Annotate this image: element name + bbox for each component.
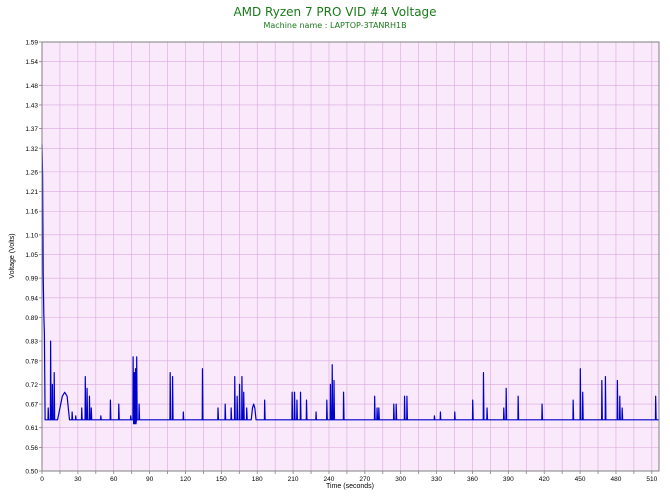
y-axis-label: Voltage (Volts) <box>9 233 16 278</box>
y-axis: 0.50 0.56 0.61 0.67 0.72 0.78 0.83 0.89 0.94 0.99… <box>25 40 42 476</box>
x-tick-label: 270 <box>359 476 370 483</box>
plot-area <box>42 42 659 471</box>
y-tick-label: 0.78 <box>25 358 38 365</box>
x-tick-label: 240 <box>324 476 335 483</box>
series-line-voltage <box>41 144 659 425</box>
x-tick-label: 480 <box>611 476 622 483</box>
y-tick-label: 0.94 <box>25 295 38 302</box>
y-tick-label: 1.16 <box>25 209 38 216</box>
x-axis: 0 30 60 90 120 150 180 210 240 270 300 330 360 390 420… <box>40 471 658 483</box>
x-tick-label: 300 <box>395 476 406 483</box>
y-tick-label: 0.67 <box>25 402 38 409</box>
y-tick-label: 0.56 <box>25 445 38 452</box>
y-tick-label: 1.10 <box>25 232 38 239</box>
y-tick-label: 1.21 <box>25 189 38 196</box>
y-tick-label: 1.59 <box>25 40 38 47</box>
y-tick-label: 1.05 <box>25 252 38 259</box>
y-tick-label: 1.32 <box>25 146 38 153</box>
y-tick-label: 1.54 <box>25 59 38 66</box>
chart-title: AMD Ryzen 7 PRO VID #4 Voltage <box>233 5 437 19</box>
x-tick-label: 360 <box>467 476 478 483</box>
x-tick-label: 120 <box>180 476 191 483</box>
y-tick-label: 1.48 <box>25 83 38 90</box>
x-tick-label: 150 <box>216 476 227 483</box>
x-tick-label: 90 <box>146 476 154 483</box>
y-tick-label: 0.99 <box>25 276 38 283</box>
x-tick-label: 330 <box>431 476 442 483</box>
x-tick-label: 0 <box>40 476 44 483</box>
y-tick-label: 0.61 <box>25 425 38 432</box>
y-tick-label: 0.89 <box>25 315 38 322</box>
x-tick-label: 450 <box>575 476 586 483</box>
y-tick-label: 0.50 <box>25 469 38 476</box>
x-tick-label: 390 <box>503 476 514 483</box>
x-tick-label: 510 <box>646 476 657 483</box>
series-layer <box>41 144 659 425</box>
x-tick-label: 30 <box>74 476 82 483</box>
x-tick-label: 420 <box>539 476 550 483</box>
chart-subtitle: Machine name : LAPTOP-3TANRH1B <box>263 21 407 30</box>
plot-border <box>41 41 660 472</box>
y-tick-label: 1.26 <box>25 169 38 176</box>
y-tick-label: 1.37 <box>25 126 38 133</box>
x-tick-label: 180 <box>252 476 263 483</box>
x-tick-label: 210 <box>288 476 299 483</box>
x-tick-label: 60 <box>110 476 118 483</box>
y-tick-label: 1.43 <box>25 102 38 109</box>
y-tick-label: 0.83 <box>25 339 38 346</box>
x-axis-label: Time (seconds) <box>326 483 374 490</box>
y-tick-label: 0.72 <box>25 382 38 389</box>
